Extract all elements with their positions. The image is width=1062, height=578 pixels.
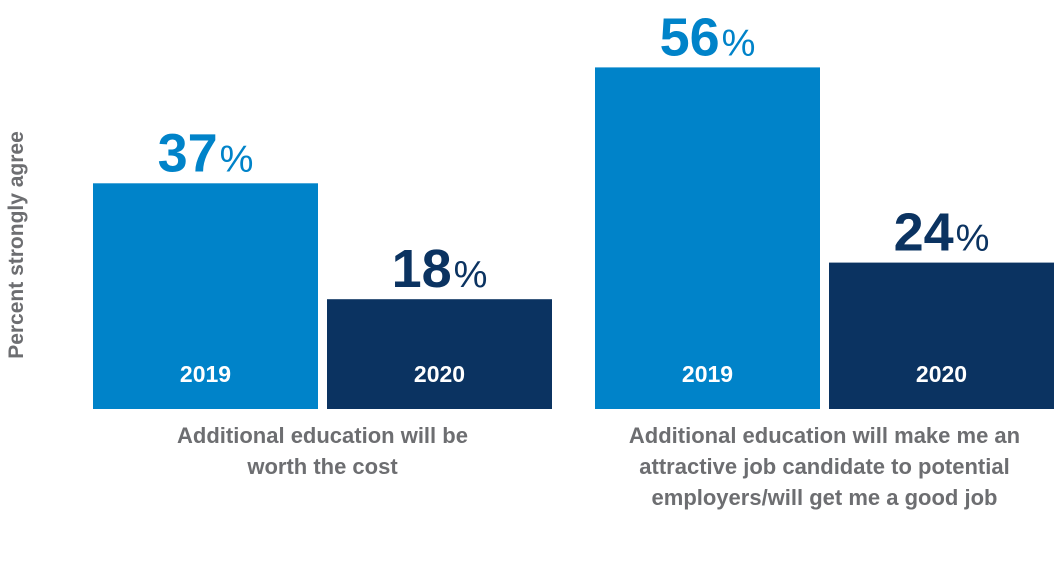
bar-2019-0: [93, 183, 318, 409]
bar-series-label: 2020: [414, 361, 465, 387]
category-label-job-candidate: Additional education will make me an att…: [628, 423, 1021, 510]
bar-2019-1: [595, 67, 820, 410]
data-label: 24%: [894, 203, 990, 263]
bar-series-label: 2019: [682, 361, 733, 387]
bar-series-label: 2019: [180, 361, 231, 387]
bar-2020-1: [829, 262, 1054, 409]
data-label: 56%: [660, 7, 756, 67]
data-label: 18%: [392, 239, 488, 299]
data-label: 37%: [158, 123, 254, 183]
bar-2020-0: [327, 299, 552, 409]
category-label-worth-cost: Additional education will be worth the c…: [177, 423, 468, 479]
bar-series-label: 2020: [916, 361, 967, 387]
